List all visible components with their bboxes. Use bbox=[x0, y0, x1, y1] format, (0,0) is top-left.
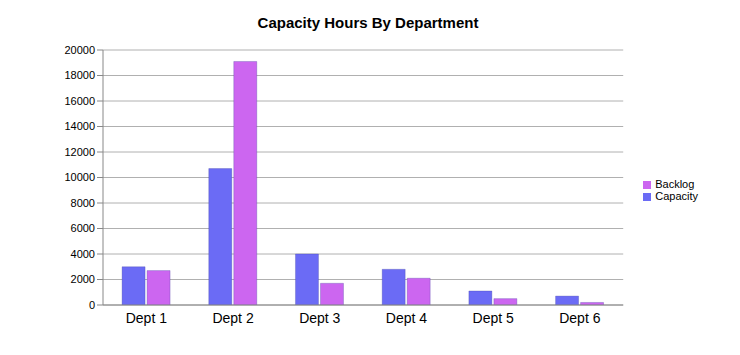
svg-text:Dept 6: Dept 6 bbox=[559, 310, 600, 326]
svg-text:10000: 10000 bbox=[64, 171, 95, 183]
svg-text:Dept 2: Dept 2 bbox=[212, 310, 253, 326]
svg-text:12000: 12000 bbox=[64, 146, 95, 158]
svg-text:6000: 6000 bbox=[71, 222, 95, 234]
svg-text:16000: 16000 bbox=[64, 95, 95, 107]
svg-text:4000: 4000 bbox=[71, 248, 95, 260]
svg-text:18000: 18000 bbox=[64, 69, 95, 81]
svg-text:0: 0 bbox=[89, 299, 95, 311]
svg-text:2000: 2000 bbox=[71, 273, 95, 285]
svg-text:Dept 3: Dept 3 bbox=[299, 310, 340, 326]
svg-text:Dept 4: Dept 4 bbox=[386, 310, 427, 326]
svg-text:Dept 1: Dept 1 bbox=[126, 310, 167, 326]
html-text:Capacity Hours By Department: Capacity Hours By Department bbox=[257, 14, 479, 31]
svg-text:14000: 14000 bbox=[64, 120, 95, 132]
svg-text:8000: 8000 bbox=[71, 197, 95, 209]
html-text:Backlog: Backlog bbox=[655, 178, 695, 190]
svg-text:Dept 5: Dept 5 bbox=[473, 310, 514, 326]
svg-text:20000: 20000 bbox=[64, 44, 95, 56]
html-text:Capacity: Capacity bbox=[655, 190, 698, 202]
